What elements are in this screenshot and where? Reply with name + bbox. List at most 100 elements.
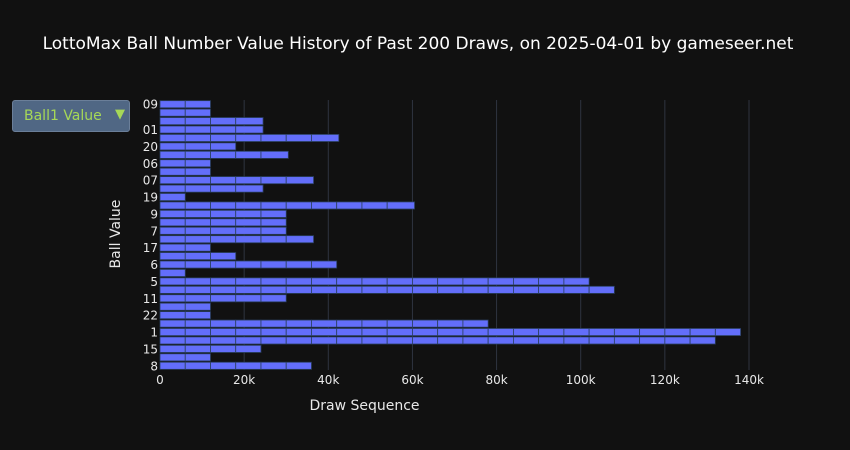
bar-segment [336, 319, 363, 328]
bar-segment [361, 277, 388, 286]
bar-segment [159, 344, 186, 353]
bar-segment [184, 353, 211, 362]
bar-segment [210, 209, 237, 218]
bar-segment [487, 336, 514, 345]
bar-segment [210, 117, 237, 126]
bar-segment [235, 294, 262, 303]
bar-segment [184, 100, 211, 109]
bar-segment [260, 319, 287, 328]
bar-segment [159, 117, 186, 126]
bar-segment [336, 328, 363, 336]
bar-segment [184, 117, 211, 126]
x-tick-label: 100k [566, 373, 596, 387]
bar-segment [235, 344, 262, 353]
bar-segment [412, 285, 439, 294]
bar-segment [462, 277, 489, 286]
bar-segment [184, 218, 211, 227]
bar-segment [235, 117, 264, 126]
bar-segment [311, 336, 338, 345]
bar-segment [159, 243, 186, 252]
bar-segment [285, 277, 312, 286]
bar-segment [235, 319, 262, 328]
y-tick-label: 06 [143, 157, 158, 171]
bar-segment [159, 209, 186, 218]
bar-segment [210, 277, 237, 286]
y-tick-label: 5 [150, 275, 158, 289]
bar-segment [159, 218, 186, 227]
bar-segment [159, 302, 186, 311]
bar-segment [361, 336, 388, 345]
bar-segment [513, 277, 540, 286]
bar-segment [184, 277, 211, 286]
bar-segment [285, 201, 312, 210]
bar-segment [235, 134, 262, 142]
bar-segment [437, 328, 464, 336]
bar-segment [513, 285, 540, 294]
bar-segment [184, 150, 211, 159]
ball-select-dropdown[interactable]: Ball1 Value ▼ [12, 100, 130, 132]
bar-segment [159, 167, 186, 176]
y-tick-label: 7 [150, 224, 158, 238]
bar-segment [159, 150, 186, 159]
bar-segment [613, 336, 641, 345]
bar-segment [159, 100, 186, 109]
bar-segment [311, 260, 338, 269]
bar-segment [260, 235, 287, 244]
bar-segment [184, 226, 211, 235]
bar-segment [210, 235, 237, 244]
y-tick-label: 9 [150, 207, 158, 221]
bar-segment [184, 209, 211, 218]
bar-segment [210, 184, 237, 193]
bar-segment [487, 285, 514, 294]
x-tick-label: 0 [156, 373, 164, 387]
bar-segment [285, 336, 312, 345]
bar-segment [538, 328, 565, 336]
bar-segment [159, 193, 186, 201]
bar-segment [538, 336, 565, 345]
bar-segment [361, 201, 388, 210]
bar-segment [361, 319, 388, 328]
y-tick-label: 17 [143, 241, 158, 255]
bar-segment [260, 361, 287, 370]
bar-segment [437, 319, 464, 328]
bar-segment [184, 201, 211, 210]
bar-segment [184, 294, 211, 303]
bar-segment [159, 311, 186, 320]
bar-segment [235, 209, 262, 218]
y-tick-label: 15 [143, 342, 158, 356]
bar-segment [159, 328, 186, 336]
bar-segment [336, 285, 363, 294]
bar-segment [184, 344, 211, 353]
bar-segment [210, 285, 237, 294]
bar-segment [563, 277, 590, 286]
x-axis-title: Draw Sequence [309, 398, 419, 414]
bar-segment [210, 176, 237, 185]
bar-segment [285, 361, 312, 370]
bar-segment [513, 336, 540, 345]
bar-segment [260, 226, 287, 235]
bar-segment [689, 328, 716, 336]
bar-segment [588, 336, 615, 345]
bar-segment [184, 302, 211, 311]
bar-segment [235, 285, 262, 294]
bar-segment [235, 184, 264, 193]
bar-segment [260, 201, 287, 210]
bar-segment [260, 218, 287, 227]
bar-segment [311, 319, 338, 328]
bar-segment [235, 328, 262, 336]
bar-segment [159, 235, 186, 244]
bar-segment [210, 361, 237, 370]
bar-segment [184, 328, 211, 336]
y-axis-title: Ball Value [108, 200, 124, 269]
bar-segment [184, 235, 211, 244]
bar-segment [462, 328, 489, 336]
bar-segment [235, 361, 262, 370]
bar-segment [210, 252, 237, 261]
bar-segment [437, 277, 464, 286]
dropdown-selected-label: Ball1 Value [24, 108, 102, 124]
bar-segment [260, 260, 287, 269]
bar-segment [260, 336, 287, 345]
bar-segment [437, 336, 464, 345]
bar-segment [159, 201, 186, 210]
bar-segment [361, 285, 388, 294]
